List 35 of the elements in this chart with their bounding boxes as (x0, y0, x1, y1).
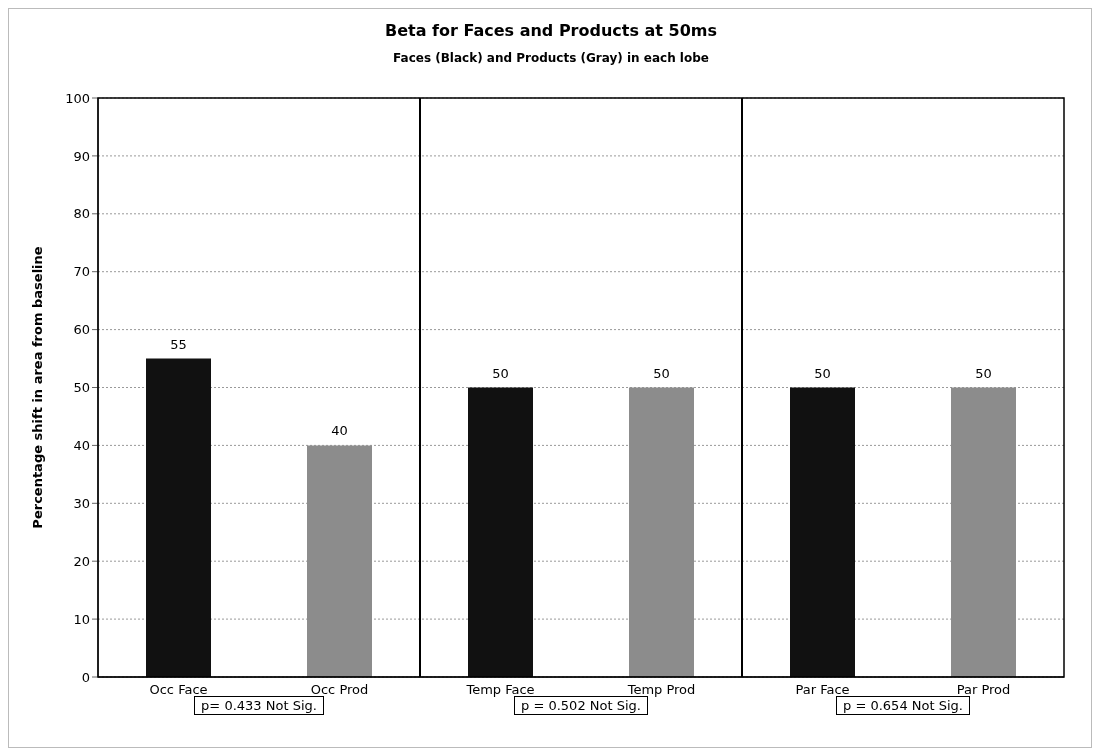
text: p= 0.433 Not Sig. (194, 696, 324, 715)
y-axis-title: Percentage shift in area from baseline (29, 246, 45, 529)
bar (790, 387, 855, 677)
data-label: 50 (492, 365, 509, 381)
y-tick-label: 10 (73, 611, 90, 627)
y-tick-label: 20 (73, 553, 90, 569)
y-tick-label: 60 (73, 322, 90, 338)
x-tick-label: Occ Prod (310, 682, 369, 698)
y-tick-label: 50 (73, 380, 90, 396)
data-label: 50 (975, 365, 992, 381)
x-tick-label: Temp Face (465, 682, 535, 698)
chart-title: Beta for Faces and Products at 50ms (383, 21, 719, 40)
data-label: 50 (653, 365, 670, 381)
bar (629, 387, 694, 677)
y-tick-label: 90 (73, 148, 90, 164)
x-tick-label: Temp Prod (626, 682, 696, 698)
x-tick-label: Occ Face (149, 682, 208, 698)
y-tick-label: 80 (73, 206, 90, 222)
text: p = 0.654 Not Sig. (836, 696, 970, 715)
chart-subtitle: Faces (Black) and Products (Gray) in each lobe (392, 51, 710, 65)
y-tick-label: 40 (73, 438, 90, 454)
bar (468, 387, 533, 677)
data-label: 50 (814, 365, 831, 381)
data-label: 55 (170, 336, 187, 352)
y-tick-label: 30 (73, 495, 90, 511)
bar (951, 387, 1016, 677)
y-tick-label: 70 (73, 264, 90, 280)
x-tick-label: Par Prod (956, 682, 1011, 698)
bar (307, 445, 372, 677)
y-tick-label: 0 (81, 669, 90, 685)
x-tick-label: Par Face (795, 682, 850, 698)
bar (146, 358, 211, 677)
y-tick-label: 100 (65, 90, 90, 106)
text: p = 0.502 Not Sig. (514, 696, 648, 715)
data-label: 40 (331, 423, 348, 439)
